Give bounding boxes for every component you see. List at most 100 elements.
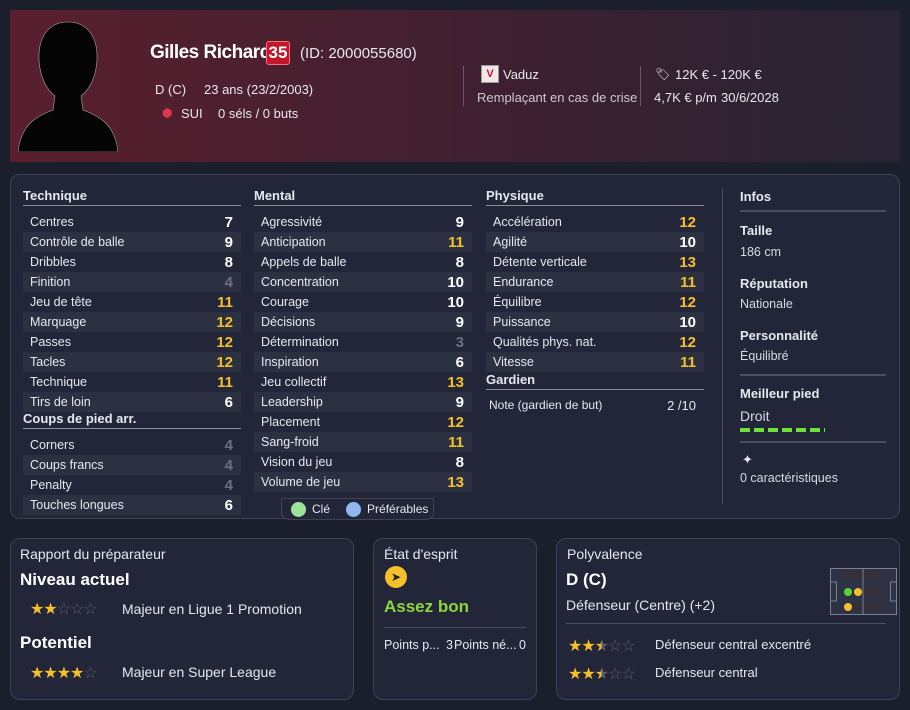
attribute-name: Jeu de tête [30, 295, 92, 309]
star-full-icon: ★ [581, 666, 595, 683]
attribute-name: Dribbles [30, 255, 76, 269]
attribute-row[interactable]: Technique 11 [23, 372, 241, 392]
attribute-name: Équilibre [493, 295, 542, 309]
star-full-icon: ★ [568, 666, 582, 683]
attribute-row[interactable]: Équilibre 12 [486, 292, 704, 312]
set_pieces-title: Coups de pied arr. [23, 411, 137, 426]
attribute-value: 4 [224, 476, 233, 494]
attribute-row[interactable]: Placement 12 [254, 412, 472, 432]
versatility-panel [556, 538, 900, 700]
attribute-value: 11 [217, 293, 233, 311]
attribute-row[interactable]: Passes 12 [23, 332, 241, 352]
club-crest-icon: V [481, 65, 499, 83]
attribute-row[interactable]: Note (gardien de but) 2 /10 [482, 395, 704, 415]
attribute-value: 12 [447, 413, 464, 431]
infos-title: Infos [740, 189, 772, 204]
attribute-name: Jeu collectif [261, 375, 327, 389]
star-full-icon: ★ [43, 601, 57, 618]
star-full-icon: ★ [43, 665, 57, 682]
sparkle-icon: ✦ [742, 452, 753, 467]
attribute-value: 10 [447, 273, 464, 291]
attribute-name: Puissance [493, 315, 551, 329]
attribute-row[interactable]: Jeu de tête 11 [23, 292, 241, 312]
attribute-name: Endurance [493, 275, 554, 289]
contract-end: 30/6/2028 [721, 90, 779, 105]
attribute-row[interactable]: Détermination 3 [254, 332, 472, 352]
attribute-row[interactable]: Coups francs 4 [23, 455, 241, 475]
attribute-value: 12 [216, 353, 233, 371]
player-nation[interactable]: SUI [181, 106, 203, 121]
points-negative-value: 0 [519, 638, 526, 652]
player-caps: 0 séls / 0 buts [218, 106, 299, 121]
attribute-row[interactable]: Endurance 11 [486, 272, 704, 292]
attribute-row[interactable]: Inspiration 6 [254, 352, 472, 372]
attribute-name: Marquage [30, 315, 87, 329]
attribute-value: 9 [455, 393, 464, 411]
attribute-row[interactable]: Détente verticale 13 [486, 252, 704, 272]
attribute-row[interactable]: Tirs de loin 6 [23, 392, 241, 412]
attribute-row[interactable]: Dribbles 8 [23, 252, 241, 272]
attribute-name: Détente verticale [493, 255, 587, 269]
personality-label: Personnalité [740, 328, 819, 343]
attribute-row[interactable]: Corners 4 [23, 435, 241, 455]
attribute-row[interactable]: Qualités phys. nat. 12 [486, 332, 704, 352]
role-stars: ★★★☆☆ [568, 664, 636, 684]
star-full-icon: ★ [30, 601, 44, 618]
attribute-row[interactable]: Penalty 4 [23, 475, 241, 495]
star-full-icon: ★ [30, 665, 44, 682]
attribute-row[interactable]: Vitesse 11 [486, 352, 704, 372]
attribute-row[interactable]: Agressivité 9 [254, 212, 472, 232]
attribute-value: 11 [680, 353, 696, 371]
attribute-row[interactable]: Vision du jeu 8 [254, 452, 472, 472]
attribute-row[interactable]: Puissance 10 [486, 312, 704, 332]
physical-title: Physique [486, 188, 544, 203]
attribute-row[interactable]: Concentration 10 [254, 272, 472, 292]
player-position: D (C) [155, 82, 187, 97]
attribute-name: Volume de jeu [261, 475, 341, 489]
role-name: Défenseur central excentré [655, 637, 812, 652]
attribute-value: 12 [679, 293, 696, 311]
attribute-row[interactable]: Leadership 9 [254, 392, 472, 412]
star-half-icon: ★ [594, 666, 609, 683]
attribute-row[interactable]: Finition 4 [23, 272, 241, 292]
goalkeeper-title: Gardien [486, 372, 536, 387]
mental-title: Mental [254, 188, 296, 203]
foot-value: Droit [740, 408, 770, 424]
attribute-row[interactable]: Agilité 10 [486, 232, 704, 252]
traits-count: 0 caractéristiques [740, 471, 838, 485]
star-full-icon: ★ [70, 665, 84, 682]
attribute-value: 6 [224, 496, 233, 514]
attribute-row[interactable]: Accélération 12 [486, 212, 704, 232]
attribute-value: 13 [447, 473, 464, 491]
attribute-row[interactable]: Jeu collectif 13 [254, 372, 472, 392]
technique-title: Technique [23, 188, 88, 203]
attribute-name: Inspiration [261, 355, 319, 369]
attribute-row[interactable]: Tacles 12 [23, 352, 241, 372]
attribute-row[interactable]: Courage 10 [254, 292, 472, 312]
attribute-row[interactable]: Volume de jeu 13 [254, 472, 472, 492]
attribute-row[interactable]: Sang-froid 11 [254, 432, 472, 452]
attribute-name: Contrôle de balle [30, 235, 125, 249]
player-header [10, 10, 900, 162]
attribute-row[interactable]: Touches longues 6 [23, 495, 241, 515]
attribute-row[interactable]: Contrôle de balle 9 [23, 232, 241, 252]
club-name[interactable]: Vaduz [503, 67, 539, 82]
role-name: Défenseur central [655, 665, 758, 680]
foot-label: Meilleur pied [740, 386, 820, 401]
attribute-row[interactable]: Centres 7 [23, 212, 241, 232]
star-empty-icon: ☆ [83, 665, 97, 682]
attribute-value: 12 [216, 333, 233, 351]
attribute-value: 12 [679, 333, 696, 351]
role-stars: ★★★☆☆ [568, 636, 636, 656]
price-tag-icon: 🏷 [655, 67, 671, 81]
attribute-row[interactable]: Anticipation 11 [254, 232, 472, 252]
attribute-row[interactable]: Marquage 12 [23, 312, 241, 332]
attribute-row[interactable]: Décisions 9 [254, 312, 472, 332]
attribute-value: 9 [455, 313, 464, 331]
attribute-name: Corners [30, 438, 75, 452]
star-full-icon: ★ [581, 638, 595, 655]
pitch-position-map[interactable] [830, 568, 897, 615]
attribute-value: 2 /10 [667, 397, 696, 413]
attribute-row[interactable]: Appels de balle 8 [254, 252, 472, 272]
versatility-title: Polyvalence [567, 546, 643, 562]
